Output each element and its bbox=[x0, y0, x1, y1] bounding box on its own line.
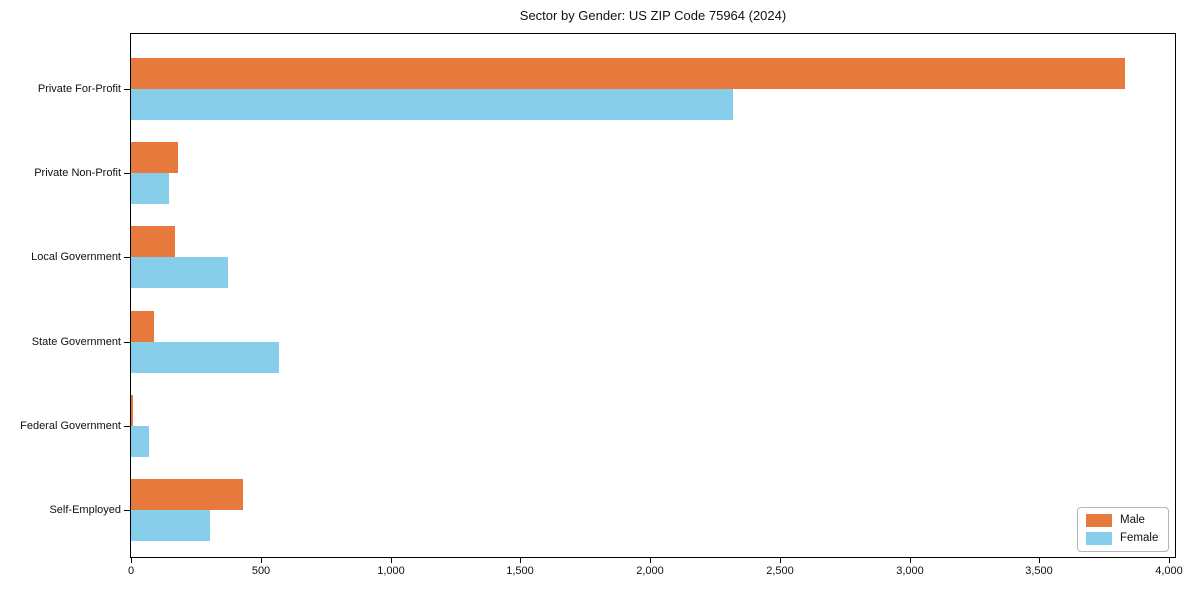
x-tick-label-1000: 1,000 bbox=[377, 565, 405, 577]
x-tick-label-4000: 4,000 bbox=[1155, 565, 1183, 577]
legend-label-male: Male bbox=[1120, 514, 1145, 526]
y-tick-mark bbox=[124, 257, 130, 258]
y-tick-mark bbox=[124, 173, 130, 174]
x-tick-label-2500: 2,500 bbox=[766, 565, 794, 577]
bar-female-private-non-profit bbox=[131, 173, 169, 205]
bar-male-state-government bbox=[131, 310, 154, 342]
plot-area: Private For-Profit Private Non-Profit Loca… bbox=[20, 33, 1183, 577]
bar-male-federal-government bbox=[131, 394, 133, 426]
bar-female-local-government bbox=[131, 257, 228, 289]
y-tick-mark bbox=[124, 510, 130, 511]
x-tick-mark bbox=[1039, 558, 1040, 563]
bar-male-private-non-profit bbox=[131, 142, 178, 174]
x-tick-mark bbox=[910, 558, 911, 563]
x-tick-label-3000: 3,000 bbox=[896, 565, 924, 577]
bar-female-state-government bbox=[131, 341, 279, 373]
bar-male-local-government bbox=[131, 226, 175, 258]
bar-male-self-employed bbox=[131, 479, 243, 510]
x-tick-mark bbox=[1169, 558, 1170, 563]
y-tick-mark bbox=[124, 426, 130, 427]
bar-female-federal-government bbox=[131, 425, 149, 457]
legend-swatch-male bbox=[1086, 514, 1112, 527]
x-tick-mark bbox=[391, 558, 392, 563]
x-tick-mark bbox=[650, 558, 651, 563]
x-tick-label-2000: 2,000 bbox=[636, 565, 664, 577]
y-tick-label-private-non-profit: Private Non-Profit bbox=[34, 167, 121, 179]
legend-item-female: Female bbox=[1086, 532, 1160, 545]
x-tick-mark bbox=[520, 558, 521, 563]
y-tick-label-self-employed: Self-Employed bbox=[49, 504, 121, 516]
legend: Male Female bbox=[1077, 507, 1169, 552]
x-tick-mark bbox=[131, 558, 132, 563]
legend-swatch-female bbox=[1086, 532, 1112, 545]
y-tick-label-state-government: State Government bbox=[31, 336, 121, 348]
x-tick-label-0: 0 bbox=[127, 565, 135, 577]
bar-male-private-for-profit bbox=[131, 58, 1125, 89]
x-tick-label-500: 500 bbox=[251, 565, 271, 577]
legend-label-female: Female bbox=[1120, 532, 1159, 544]
chart-title: Sector by Gender: US ZIP Code 75964 (202… bbox=[519, 8, 787, 23]
y-tick-label-private-for-profit: Private For-Profit bbox=[37, 83, 121, 95]
y-tick-label-federal-government: Federal Government bbox=[20, 420, 121, 432]
x-tick-mark bbox=[780, 558, 781, 563]
bar-female-self-employed bbox=[131, 510, 210, 541]
legend-item-male: Male bbox=[1086, 514, 1160, 527]
x-tick-mark bbox=[261, 558, 262, 563]
y-tick-mark bbox=[124, 342, 130, 343]
x-tick-label-3500: 3,500 bbox=[1025, 565, 1053, 577]
bar-female-private-for-profit bbox=[131, 89, 733, 120]
y-tick-label-local-government: Local Government bbox=[31, 251, 121, 263]
x-tick-label-1500: 1,500 bbox=[506, 565, 534, 577]
y-tick-mark bbox=[124, 89, 130, 90]
